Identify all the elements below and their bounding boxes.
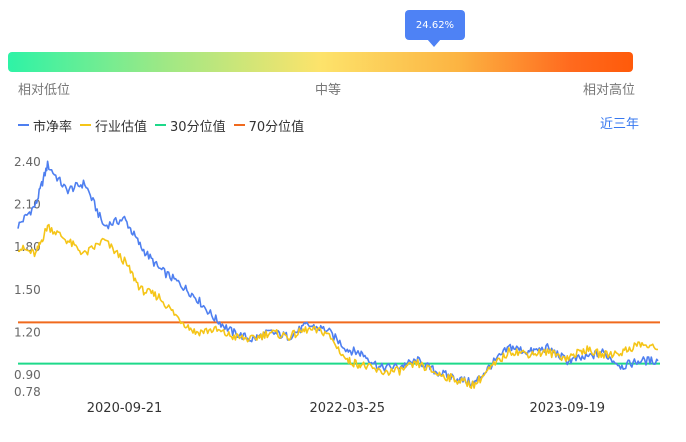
legend-swatch — [18, 124, 29, 126]
gauge-high-label: 相对高位 — [583, 83, 636, 98]
legend-label: 行业估值 — [95, 119, 148, 135]
series-line-industry — [17, 223, 659, 389]
y-tick-label: 0.90 — [14, 368, 41, 382]
valuation-gauge: 24.62% 相对低位 中等 相对高位 — [0, 0, 686, 100]
chart-legend: 市净率 行业估值 30分位值 70分位值 — [18, 115, 312, 135]
legend-label: 30分位值 — [170, 119, 226, 135]
y-tick-label: 2.10 — [14, 198, 41, 212]
x-tick-label: 2020-09-21 — [87, 401, 163, 416]
legend-label: 70分位值 — [248, 119, 305, 135]
y-tick-label: 2.40 — [14, 155, 41, 169]
percentile-gradient-bar — [8, 52, 633, 72]
x-tick-label: 2022-03-25 — [310, 401, 386, 416]
legend-label: 市净率 — [33, 119, 73, 135]
series-line-pb — [17, 160, 659, 387]
x-tick-label: 2023-09-19 — [529, 401, 605, 416]
legend-item-industry[interactable]: 行业估值 — [80, 116, 147, 135]
y-tick-label: 1.50 — [14, 283, 41, 297]
y-tick-label: 0.78 — [14, 385, 41, 399]
legend-swatch — [233, 124, 245, 126]
range-selector-3y[interactable]: 近三年 — [600, 117, 640, 132]
gauge-mid-label: 中等 — [315, 83, 342, 98]
legend-swatch — [80, 124, 92, 126]
legend-item-pb[interactable]: 市净率 — [18, 116, 72, 135]
y-tick-label: 1.20 — [14, 325, 41, 339]
gauge-low-label: 相对低位 — [18, 83, 71, 98]
legend-swatch — [155, 124, 167, 126]
percentile-tooltip: 24.62% — [405, 10, 465, 47]
legend-item-p70[interactable]: 70分位值 — [233, 116, 305, 135]
legend-item-p30[interactable]: 30分位值 — [155, 116, 226, 135]
